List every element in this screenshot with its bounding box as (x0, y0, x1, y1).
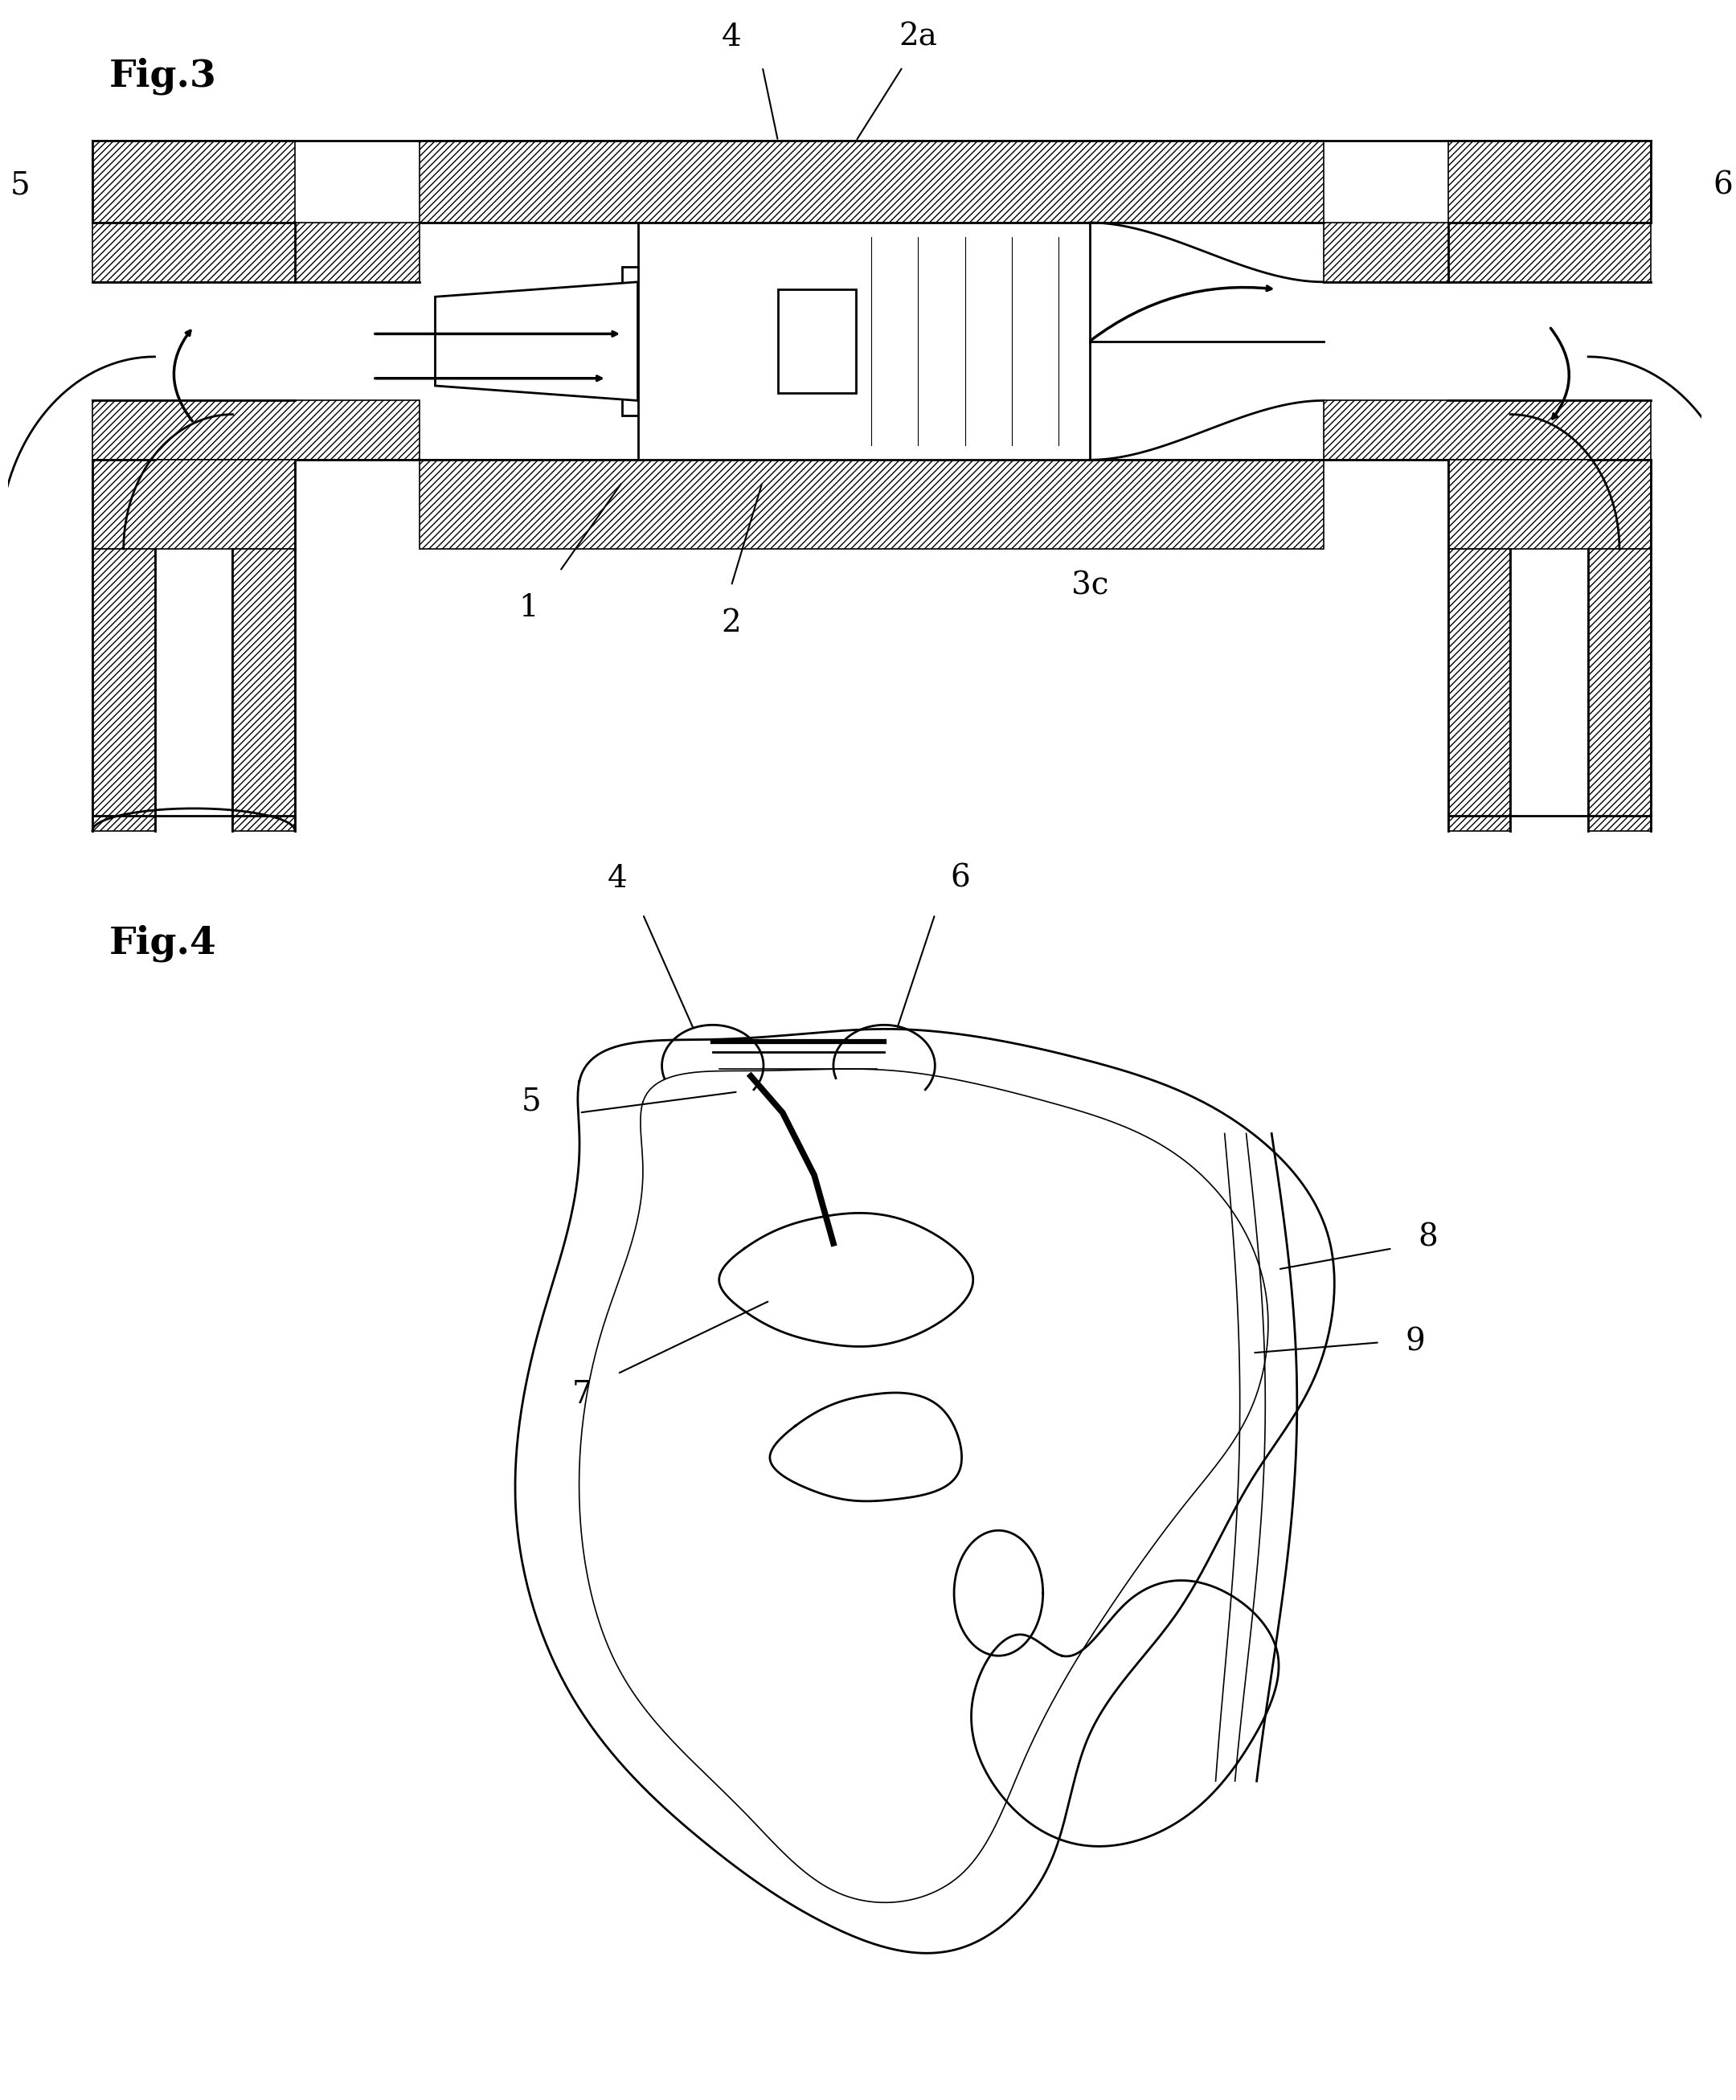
Polygon shape (436, 281, 637, 401)
Text: 9: 9 (1404, 1327, 1425, 1357)
Text: 2: 2 (720, 609, 741, 638)
Polygon shape (92, 460, 295, 548)
Text: 7: 7 (573, 1380, 592, 1409)
Polygon shape (92, 401, 420, 460)
Polygon shape (92, 141, 295, 223)
Text: 1: 1 (519, 594, 538, 624)
Polygon shape (1323, 223, 1651, 281)
Polygon shape (1448, 548, 1510, 832)
Polygon shape (233, 548, 295, 832)
Polygon shape (1448, 460, 1651, 548)
Polygon shape (92, 223, 420, 281)
Bar (637, 223, 1090, 460)
Polygon shape (420, 460, 1323, 548)
Polygon shape (1448, 141, 1651, 223)
Polygon shape (621, 267, 684, 416)
Text: 4: 4 (720, 23, 741, 53)
Text: 5: 5 (521, 1088, 542, 1117)
Polygon shape (420, 141, 1323, 223)
Text: 4: 4 (608, 863, 627, 893)
Polygon shape (1588, 548, 1651, 832)
Polygon shape (92, 548, 155, 832)
Text: Fig.3: Fig.3 (109, 59, 217, 94)
Text: Fig.4: Fig.4 (109, 924, 217, 962)
Text: 2a: 2a (899, 23, 937, 53)
Bar (778, 290, 856, 393)
Text: 3c: 3c (1071, 571, 1108, 601)
Polygon shape (1323, 401, 1651, 460)
Text: 6: 6 (950, 863, 970, 893)
Text: 5: 5 (10, 170, 30, 200)
Text: 6: 6 (1713, 170, 1733, 200)
Text: 8: 8 (1418, 1222, 1437, 1254)
